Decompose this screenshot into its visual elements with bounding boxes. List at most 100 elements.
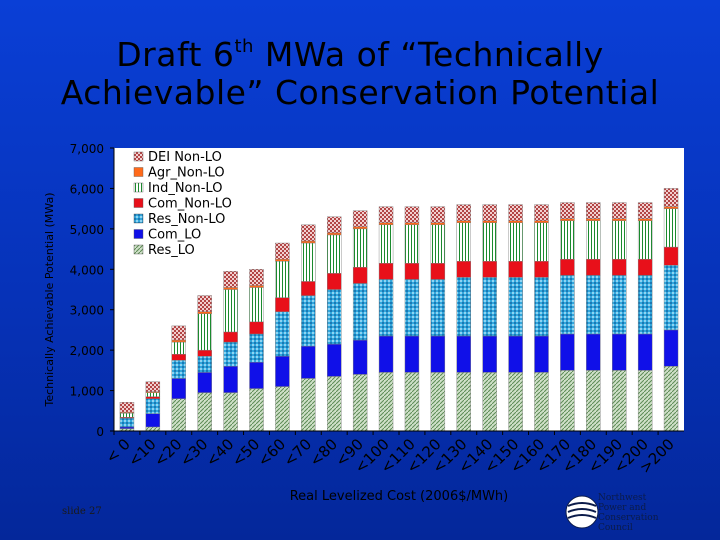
bar-segment-ind-non-lo (327, 234, 342, 274)
bar-segment-agr-non-lo (560, 218, 575, 221)
council-name-line: Conservation (598, 513, 659, 523)
bar-segment-res-lo (560, 370, 575, 432)
y-tick-label: 4,000 (70, 263, 104, 277)
bar-segment-res-non-lo (612, 275, 627, 335)
bar-segment-ind-non-lo (404, 224, 420, 264)
bar-segment-agr-non-lo (637, 218, 653, 221)
bar-segment-dei-non-lo (404, 206, 420, 223)
bar-segment-com-non-lo (327, 273, 342, 290)
y-tick-label: 6,000 (70, 182, 104, 196)
bar-segment-ind-non-lo (171, 341, 186, 355)
y-tick-label: 1,000 (70, 385, 104, 399)
bar-segment-com-non-lo (430, 263, 446, 280)
bar-segment-dei-non-lo (430, 206, 446, 223)
bar-segment-com-non-lo (223, 331, 238, 343)
bar-segment-com-non-lo (404, 263, 420, 280)
legend-swatch-agr-non-lo (133, 167, 144, 177)
y-tick-label: 0 (96, 425, 104, 439)
legend-swatch-com-lo (133, 229, 144, 239)
bar-segment-com-non-lo (663, 246, 679, 266)
bar-segment-com-non-lo (534, 261, 549, 278)
bar-segment-res-lo (482, 372, 497, 432)
bar-segment-dei-non-lo (560, 202, 575, 219)
council-name: Northwest Power and Conservation Council (598, 493, 678, 533)
bar-segment-com-lo (223, 366, 238, 393)
bar-segment-dei-non-lo (145, 381, 161, 392)
bar-segment-agr-non-lo (482, 220, 497, 223)
bar-segment-com-lo (197, 372, 212, 393)
bar-segment-com-lo (145, 413, 161, 428)
bar-segment-agr-non-lo (456, 220, 471, 223)
bar-segment-com-lo (534, 335, 549, 373)
bar-segment-ind-non-lo (456, 222, 471, 262)
bar-segment-dei-non-lo (223, 271, 238, 288)
legend-label: Ind_Non-LO (148, 181, 222, 196)
bar-segment-ind-non-lo (249, 287, 264, 323)
title-text-a: Draft 6 (116, 35, 235, 74)
bar-segment-dei-non-lo (171, 325, 186, 341)
bar-segment-agr-non-lo (378, 222, 394, 226)
bar-segment-res-non-lo (145, 398, 161, 414)
bar-segment-res-lo (301, 378, 316, 432)
bar-segment-res-lo (637, 370, 653, 432)
bar-segment-dei-non-lo (352, 210, 368, 228)
bar-segment-agr-non-lo (508, 220, 523, 223)
y-tick-label: 3,000 (70, 304, 104, 318)
bar-segment-res-lo (327, 376, 342, 432)
bar-segment-res-lo (612, 370, 627, 432)
bar-segment-com-non-lo (145, 396, 161, 399)
bar-segment-res-lo (378, 372, 394, 432)
bar-segment-res-non-lo (534, 277, 549, 337)
y-tick-label: 7,000 (70, 142, 104, 156)
bar-segment-res-lo (586, 370, 601, 432)
legend-label: Com_LO (148, 228, 201, 243)
bar-segment-com-non-lo (301, 281, 316, 296)
bar-segment-res-lo (508, 372, 523, 432)
bar-segment-ind-non-lo (430, 224, 446, 264)
bar-segment-com-lo (456, 335, 471, 373)
bar-segment-ind-non-lo (586, 220, 601, 260)
bar-segment-com-non-lo (586, 258, 601, 276)
bar-segment-agr-non-lo (275, 258, 290, 262)
bar-segment-ind-non-lo (145, 392, 161, 397)
legend-label: DEI Non-LO (148, 150, 222, 165)
bar-segment-res-non-lo (171, 360, 186, 379)
bar-segment-res-lo (456, 372, 471, 432)
bar-segment-ind-non-lo (637, 220, 653, 260)
council-name-line: Northwest (598, 493, 647, 503)
bar-segment-agr-non-lo (663, 206, 679, 209)
bar-segment-com-lo (327, 343, 342, 377)
bar-segment-agr-non-lo (612, 218, 627, 221)
legend-label: Res_LO (148, 243, 195, 258)
slide-number: slide 27 (62, 506, 102, 517)
legend-label: Res_Non-LO (148, 212, 225, 227)
bar-segment-com-lo (404, 335, 420, 373)
bar-segment-res-non-lo (456, 277, 471, 337)
bar-segment-com-lo (482, 335, 497, 373)
legend-swatch-dei-non-lo (133, 151, 144, 162)
plot-area (114, 148, 684, 432)
bar-segment-agr-non-lo (171, 339, 186, 343)
bar-segment-res-lo (223, 392, 238, 432)
legend-label: Agr_Non-LO (148, 166, 225, 181)
bar-segment-res-lo (171, 398, 186, 432)
bar-segment-com-lo (171, 378, 186, 399)
bar-segment-dei-non-lo (663, 188, 679, 207)
bar-segment-ind-non-lo (612, 220, 627, 260)
bar-segment-ind-non-lo (301, 242, 316, 282)
bar-segment-agr-non-lo (586, 218, 601, 221)
bar-segment-agr-non-lo (404, 222, 420, 226)
bar-segment-res-non-lo (560, 275, 575, 335)
bar-segment-agr-non-lo (430, 222, 446, 226)
y-tick-label: 2,000 (70, 344, 104, 358)
bar-segment-com-non-lo (456, 261, 471, 278)
bar-segment-com-lo (612, 333, 627, 371)
title-line-2: Achievable” Conservation Potential (60, 73, 660, 112)
bar-segment-ind-non-lo (352, 228, 368, 268)
bar-segment-dei-non-lo (301, 224, 316, 242)
bar-segment-ind-non-lo (534, 222, 549, 262)
bar-segment-res-non-lo (663, 265, 679, 331)
x-axis-title: Real Levelized Cost (2006$/MWh) (290, 489, 509, 504)
bar-segment-res-non-lo (249, 333, 264, 363)
bar-segment-agr-non-lo (197, 311, 212, 314)
